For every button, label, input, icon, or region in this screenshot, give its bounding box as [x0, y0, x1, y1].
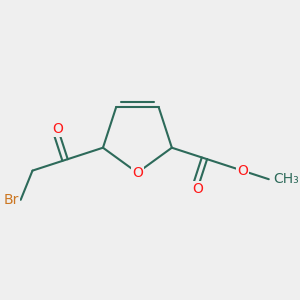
- Text: O: O: [237, 164, 248, 178]
- Text: O: O: [192, 182, 203, 196]
- Text: O: O: [52, 122, 63, 136]
- Text: O: O: [132, 166, 143, 180]
- Text: Br: Br: [4, 193, 19, 207]
- Text: CH₃: CH₃: [273, 172, 299, 186]
